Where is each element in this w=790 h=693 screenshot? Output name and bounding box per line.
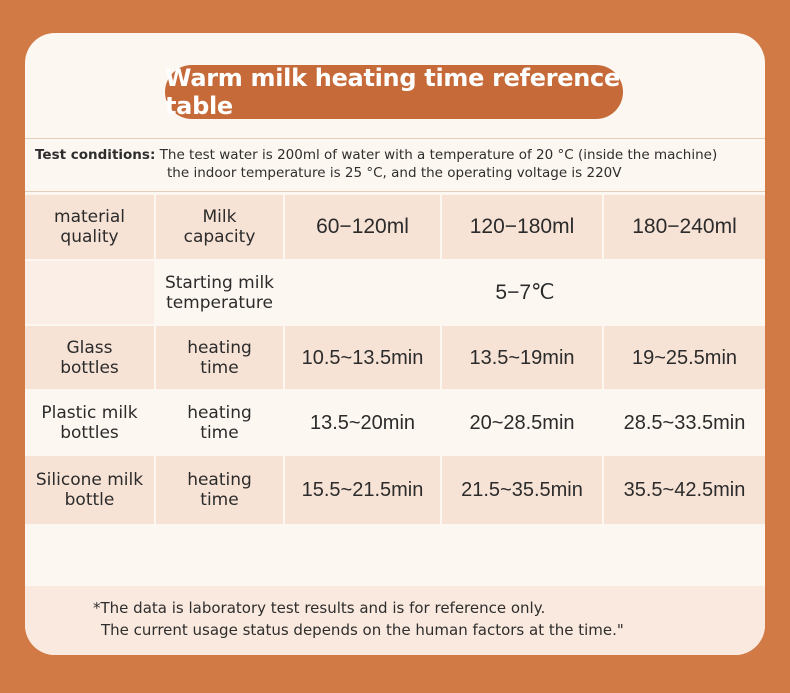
row-silicone-type: heating time bbox=[156, 456, 283, 524]
divider bbox=[25, 138, 765, 139]
footnote-line-1: *The data is laboratory test results and… bbox=[93, 599, 546, 617]
row-silicone-material-line-2: bottle bbox=[64, 490, 115, 510]
footnote-line-2: The current usage status depends on the … bbox=[101, 621, 624, 639]
header-column-2: 120−180ml bbox=[442, 195, 602, 259]
row-glass-material-line-1: Glass bbox=[66, 337, 113, 358]
header-column-1: 60−120ml bbox=[285, 195, 440, 259]
row-glass-type: heating time bbox=[156, 326, 283, 389]
test-conditions-text-1: The test water is 200ml of water with a … bbox=[159, 147, 718, 163]
row-plastic-material-line-1: Plastic milk bbox=[41, 402, 138, 423]
row-silicone-value-3: 35.5~42.5min bbox=[604, 456, 765, 524]
header-capacity-cell: Milk capacity bbox=[156, 195, 283, 259]
divider bbox=[25, 191, 765, 192]
header-capacity-line-2: capacity bbox=[183, 227, 256, 247]
start-row-empty-cell bbox=[25, 261, 154, 324]
test-conditions-text-2: the indoor temperature is 25 °C, and the… bbox=[167, 165, 622, 181]
row-silicone-value-2: 21.5~35.5min bbox=[442, 456, 602, 524]
row-plastic-material: Plastic milk bottles bbox=[25, 391, 154, 454]
header-column-3: 180−240ml bbox=[604, 195, 765, 259]
row-plastic-value-3: 28.5~33.5min bbox=[604, 391, 765, 454]
row-glass-type-line-2: time bbox=[200, 357, 239, 378]
header-capacity-line-1: Milk bbox=[202, 207, 237, 227]
row-glass-value-2: 13.5~19min bbox=[442, 326, 602, 389]
test-conditions: Test conditions: The test water is 200ml… bbox=[35, 146, 765, 182]
header-material-line-1: material bbox=[54, 207, 125, 227]
row-plastic-type-line-1: heating bbox=[187, 402, 252, 423]
note-band bbox=[25, 586, 765, 655]
row-silicone-material: Silicone milk bottle bbox=[25, 456, 154, 524]
start-row-value: 5−7℃ bbox=[285, 261, 765, 324]
header-material-cell: material quality bbox=[25, 195, 154, 259]
start-row-label-line-2: temperature bbox=[166, 292, 273, 313]
row-glass-value-1: 10.5~13.5min bbox=[285, 326, 440, 389]
row-glass-material-line-2: bottles bbox=[60, 357, 119, 378]
row-silicone-value-1: 15.5~21.5min bbox=[285, 456, 440, 524]
table-title: Warm milk heating time reference table bbox=[165, 64, 623, 120]
row-plastic-type-line-2: time bbox=[200, 422, 239, 443]
row-glass-type-line-1: heating bbox=[187, 337, 252, 358]
row-glass-value-3: 19~25.5min bbox=[604, 326, 765, 389]
test-conditions-line-1: Test conditions: The test water is 200ml… bbox=[35, 146, 765, 164]
row-plastic-value-1: 13.5~20min bbox=[285, 391, 440, 454]
footnote: *The data is laboratory test results and… bbox=[25, 597, 765, 641]
header-material-line-2: quality bbox=[60, 227, 119, 247]
row-glass-material: Glass bottles bbox=[25, 326, 154, 389]
start-row-label-line-1: Starting milk bbox=[164, 272, 275, 293]
row-plastic-value-2: 20~28.5min bbox=[442, 391, 602, 454]
start-row-label-cell: Starting milk temperature bbox=[156, 261, 283, 324]
row-plastic-material-line-2: bottles bbox=[60, 422, 119, 443]
row-silicone-type-line-2: time bbox=[200, 490, 239, 510]
row-silicone-material-line-1: Silicone milk bbox=[35, 470, 144, 490]
row-plastic-type: heating time bbox=[156, 391, 283, 454]
row-silicone-type-line-1: heating bbox=[187, 470, 252, 490]
test-conditions-label: Test conditions: bbox=[35, 147, 156, 163]
reference-card: Warm milk heating time reference table T… bbox=[25, 33, 765, 655]
